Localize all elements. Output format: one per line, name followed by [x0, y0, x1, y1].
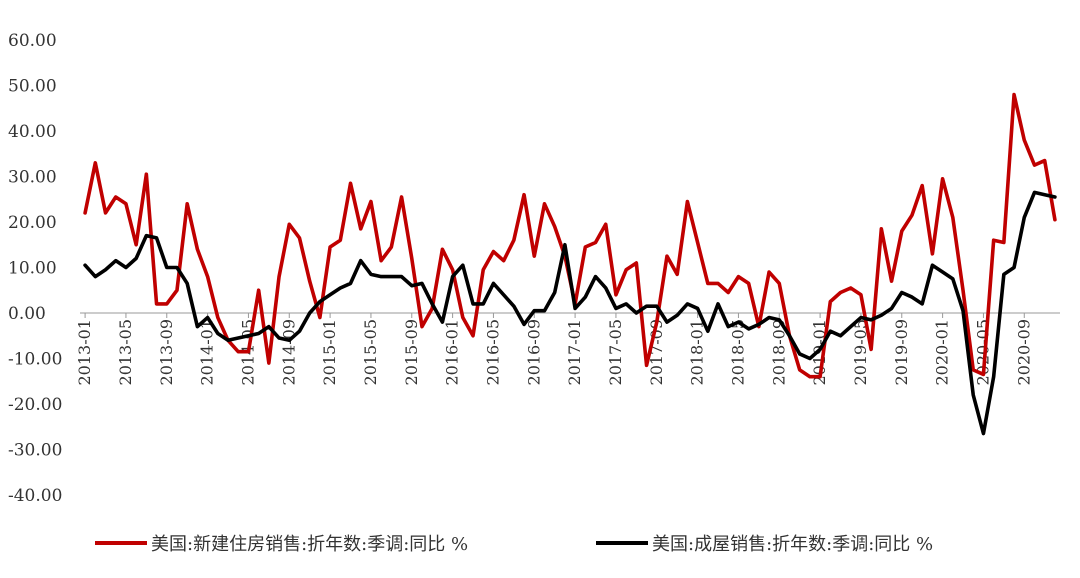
y-axis: 60.00 50.00 40.00 30.00 20.00 10.00 0.00 -10.00…: [8, 31, 62, 506]
x-tick-label: 2013-05: [116, 319, 135, 385]
x-axis: 2013-01 2013-05 2013-09 2014-01 2014-05 2014-…: [75, 312, 1060, 385]
x-tick-label: 2017-01: [565, 319, 584, 385]
x-tick-label: 2015-09: [402, 319, 421, 385]
x-tick-label: 2016-05: [483, 319, 502, 385]
series-layer: [83, 92, 1057, 436]
y-tick-label: 0.00: [8, 304, 46, 324]
x-tick-label: 2019-05: [851, 319, 870, 385]
y-tick-label: 50.00: [8, 77, 57, 97]
series-line-1: [83, 190, 1057, 436]
x-tick-label: 2018-05: [728, 319, 747, 385]
y-tick-label: -30.00: [8, 441, 62, 461]
y-tick-label: -40.00: [8, 486, 62, 506]
y-tick-label: 60.00: [8, 31, 57, 51]
legend: 美国:新建住房销售:折年数:季调:同比 % 美国:成屋销售:折年数:季调:同比 %: [95, 534, 933, 555]
x-tick-label: 2020-09: [1014, 319, 1033, 385]
x-tick-label: 2013-09: [157, 319, 176, 385]
x-tick-label: 2018-09: [769, 319, 788, 385]
y-tick-label: -20.00: [8, 395, 62, 415]
x-tick-label: 2019-09: [892, 319, 911, 385]
x-tick-label: 2016-09: [524, 319, 543, 385]
x-tick-label: 2014-09: [279, 319, 298, 385]
y-tick-label: 40.00: [8, 122, 57, 142]
x-tick-label: 2017-05: [606, 319, 625, 385]
y-tick-label: 20.00: [8, 213, 57, 233]
x-tick-label: 2015-01: [320, 319, 339, 385]
legend-label: 美国:新建住房销售:折年数:季调:同比 %: [151, 534, 468, 555]
x-tick-label: 2017-09: [647, 319, 666, 385]
legend-label: 美国:成屋销售:折年数:季调:同比 %: [652, 534, 933, 555]
y-tick-label: 10.00: [8, 259, 57, 279]
x-tick-label: 2016-01: [443, 319, 462, 385]
y-tick-label: 30.00: [8, 168, 57, 188]
x-tick-label: 2014-01: [198, 319, 217, 385]
y-tick-label: -10.00: [8, 350, 62, 370]
x-tick-label: 2020-01: [933, 319, 952, 385]
x-tick-label: 2013-01: [75, 319, 94, 385]
x-tick-label: 2018-01: [688, 319, 707, 385]
x-tick-label: 2015-05: [361, 319, 380, 385]
